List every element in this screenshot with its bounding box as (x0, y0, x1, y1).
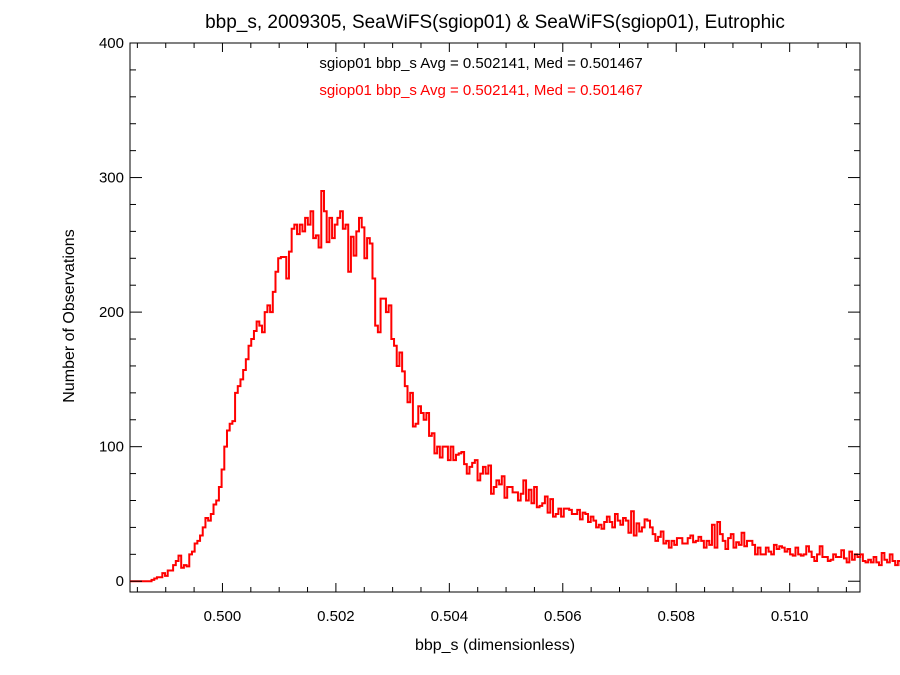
x-axis-label: bbp_s (dimensionless) (415, 637, 575, 654)
x-tick-label: 0.502 (317, 608, 355, 625)
plot-area (129, 42, 900, 593)
x-axis: 0.500 0.502 0.504 0.506 0.508 0.510 (136, 43, 847, 625)
x-tick-label: 0.508 (657, 608, 695, 625)
legend-entry-2: sgiop01 bbp_s Avg = 0.502141, Med = 0.50… (319, 82, 642, 99)
legend-entry-1: sgiop01 bbp_s Avg = 0.502141, Med = 0.50… (319, 55, 642, 72)
y-tick-label: 100 (99, 439, 124, 456)
y-axis-label: Number of Observations (61, 229, 78, 402)
y-tick-label: 400 (99, 35, 124, 52)
y-axis: 0 100 200 300 400 (99, 35, 860, 590)
x-tick-label: 0.500 (204, 608, 242, 625)
chart-title: bbp_s, 2009305, SeaWiFS(sgiop01) & SeaWi… (205, 12, 785, 33)
histogram-series-line (130, 190, 900, 583)
x-tick-label: 0.506 (544, 608, 582, 625)
x-tick-label: 0.504 (431, 608, 469, 625)
y-tick-label: 0 (116, 573, 124, 590)
x-tick-label: 0.510 (771, 608, 809, 625)
y-tick-label: 200 (99, 304, 124, 321)
plot-frame (129, 42, 861, 593)
y-tick-label: 300 (99, 170, 124, 187)
